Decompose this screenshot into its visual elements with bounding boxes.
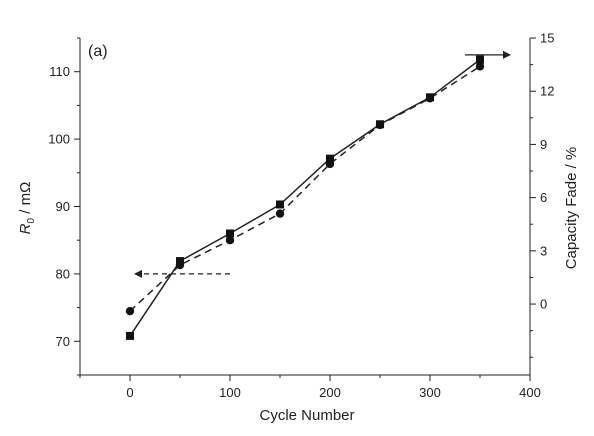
data-point-circle bbox=[475, 62, 485, 71]
panel-label: (a) bbox=[88, 43, 108, 60]
data-point-square bbox=[476, 55, 484, 64]
left-y-tick-label: 90 bbox=[56, 199, 70, 214]
left-y-tick-label: 110 bbox=[49, 64, 70, 79]
left-y-tick-label: 70 bbox=[56, 334, 70, 349]
data-point-circle bbox=[125, 306, 135, 316]
x-tick-label: 200 bbox=[319, 385, 341, 400]
right-y-tick-label: 6 bbox=[540, 190, 547, 205]
data-point-square bbox=[126, 331, 134, 340]
x-tick-label: 300 bbox=[419, 385, 441, 400]
data-point-circle bbox=[425, 94, 435, 103]
plot-frame: 0 100 200 300 400 70 80 90 100 110 0 3 6 9 12 15 bbox=[48, 31, 554, 401]
data-point-circle bbox=[275, 209, 285, 218]
data-point-circle bbox=[375, 120, 385, 130]
right-y-tick-label: 0 bbox=[540, 297, 547, 312]
right-y-tick-label: 9 bbox=[540, 137, 547, 152]
data-point-square bbox=[326, 154, 334, 163]
data-point-square bbox=[276, 200, 284, 209]
annotation-layer bbox=[134, 50, 511, 278]
left-y-tick-label: 80 bbox=[56, 266, 70, 281]
right-y-tick-label: 15 bbox=[540, 31, 554, 46]
left-y-axis-title: R0 / mΩ bbox=[17, 182, 37, 235]
data-point-circle bbox=[175, 260, 185, 270]
data-point-circle bbox=[225, 236, 235, 245]
series-layer bbox=[125, 55, 485, 340]
right-y-tick-label: 3 bbox=[540, 243, 547, 258]
series-line-1 bbox=[129, 59, 481, 337]
x-tick-label: 400 bbox=[519, 385, 541, 400]
left-y-axis-title-unit: / mΩ bbox=[17, 182, 34, 218]
left-y-axis-title-main: R bbox=[17, 223, 34, 234]
data-point-square bbox=[226, 229, 234, 238]
x-axis-title: Cycle Number bbox=[259, 407, 354, 424]
series-line-2 bbox=[129, 65, 481, 312]
data-point-circle bbox=[325, 159, 335, 169]
x-tick-label: 0 bbox=[126, 385, 133, 400]
right-y-axis-title: Capacity Fade / % bbox=[563, 147, 580, 270]
right-y-tick-label: 12 bbox=[540, 84, 554, 99]
left-y-axis-title-subscript: 0 bbox=[26, 217, 37, 223]
x-tick-label: 100 bbox=[219, 385, 241, 400]
left-y-tick-label: 100 bbox=[48, 132, 70, 147]
